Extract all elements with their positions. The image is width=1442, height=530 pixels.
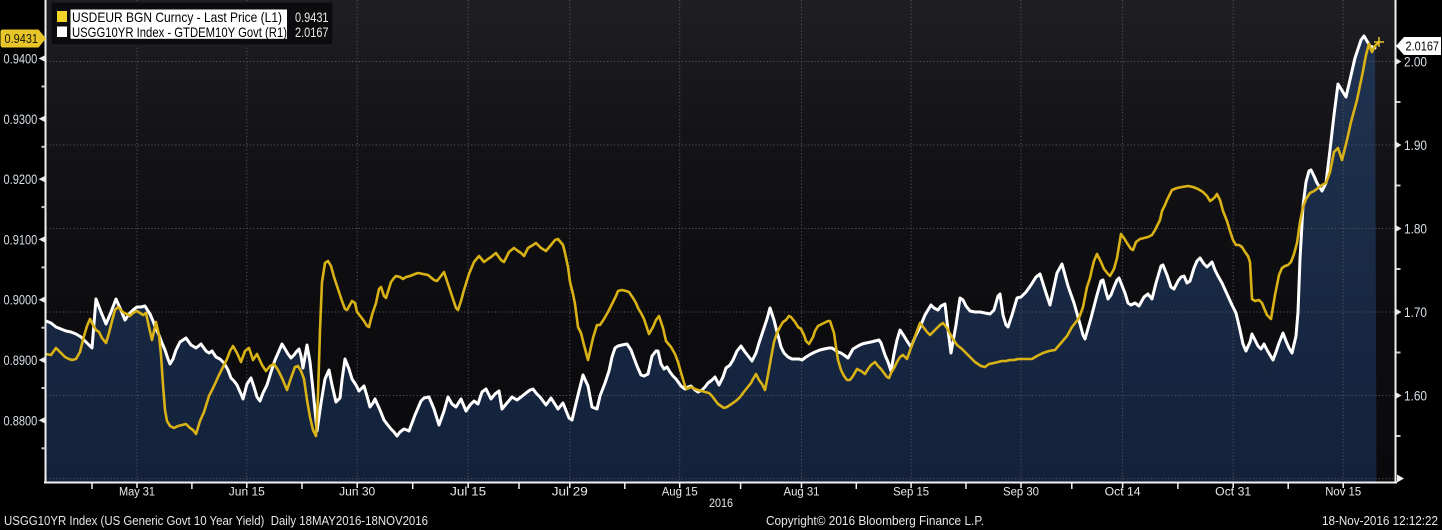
svg-text:May 31: May 31 <box>119 487 155 499</box>
svg-text:Sep 30: Sep 30 <box>1003 487 1039 499</box>
svg-text:1.70: 1.70 <box>1404 305 1427 320</box>
svg-text:0.8900: 0.8900 <box>4 353 38 368</box>
svg-text:USGG10YR Index - GTDEM10Y Govt: USGG10YR Index - GTDEM10Y Govt (R1) <box>72 24 287 40</box>
svg-text:0.9200: 0.9200 <box>4 172 38 187</box>
svg-text:0.9300: 0.9300 <box>4 112 38 127</box>
svg-text:1.80: 1.80 <box>1404 222 1427 237</box>
svg-text:Copyright© 2016 Bloomberg Fina: Copyright© 2016 Bloomberg Finance L.P. <box>766 514 984 528</box>
svg-text:USGG10YR Index (US Generic Gov: USGG10YR Index (US Generic Govt 10 Year … <box>4 514 428 528</box>
svg-text:Sep 15: Sep 15 <box>893 487 929 499</box>
svg-text:0.9100: 0.9100 <box>4 232 38 247</box>
svg-text:USDEUR BGN Curncy - Last Price: USDEUR BGN Curncy - Last Price (L1) <box>72 9 282 25</box>
svg-text:0.8800: 0.8800 <box>4 413 38 428</box>
svg-text:1.90: 1.90 <box>1404 138 1427 153</box>
svg-text:1.60: 1.60 <box>1404 389 1427 404</box>
svg-text:Jun 15: Jun 15 <box>229 487 265 499</box>
svg-text:18-Nov-2016 12:12:22: 18-Nov-2016 12:12:22 <box>1322 514 1438 528</box>
svg-text:Aug 15: Aug 15 <box>662 487 698 499</box>
svg-text:2.00: 2.00 <box>1404 55 1427 70</box>
svg-text:0.9400: 0.9400 <box>4 52 38 67</box>
svg-text:Jul 15: Jul 15 <box>450 487 486 499</box>
svg-text:Oct 31: Oct 31 <box>1215 487 1251 499</box>
svg-text:0.9431: 0.9431 <box>5 32 39 46</box>
svg-text:2.0167: 2.0167 <box>1406 40 1440 54</box>
svg-text:Aug 31: Aug 31 <box>784 487 820 499</box>
svg-text:Oct 14: Oct 14 <box>1105 487 1142 499</box>
svg-text:0.9000: 0.9000 <box>4 293 38 308</box>
svg-text:2016: 2016 <box>709 498 733 510</box>
svg-text:2.0167: 2.0167 <box>295 24 329 40</box>
svg-text:0.9431: 0.9431 <box>295 9 329 25</box>
svg-text:Jun 30: Jun 30 <box>339 487 375 499</box>
svg-text:Nov 15: Nov 15 <box>1325 487 1361 499</box>
svg-text:Jul 29: Jul 29 <box>552 487 588 499</box>
